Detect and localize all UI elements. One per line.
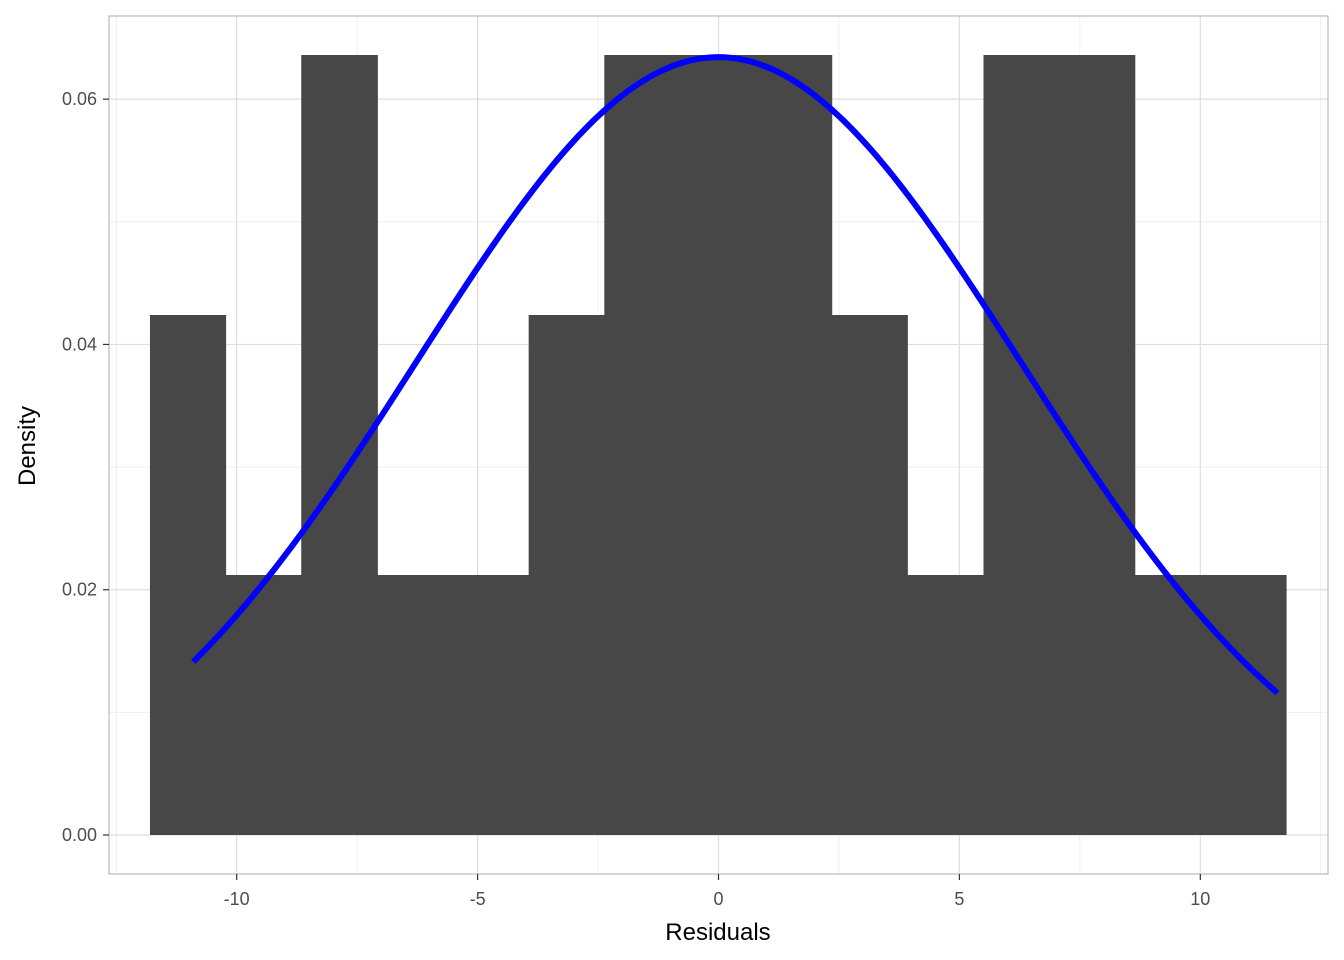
x-tick-label: 10 — [1190, 889, 1210, 909]
x-tick-label: 0 — [713, 889, 723, 909]
histogram-bar — [983, 55, 1060, 835]
histogram-bar — [756, 55, 833, 835]
histogram-bar — [1059, 55, 1136, 835]
histogram-bar — [1210, 575, 1287, 835]
y-axis-title: Density — [14, 406, 41, 486]
histogram-bar — [604, 55, 681, 835]
x-axis-title: Residuals — [665, 919, 770, 946]
y-tick-label: 0.02 — [62, 580, 97, 600]
histogram-bar — [301, 55, 378, 835]
histogram-bar — [680, 55, 757, 835]
histogram-bar — [907, 575, 984, 835]
y-axis-ticks: 0.00 0.02 0.04 0.06 — [62, 89, 109, 845]
normal-density-curve — [191, 54, 1280, 696]
histogram-bar — [225, 575, 302, 835]
y-tick-label: 0.00 — [62, 825, 97, 845]
y-tick-label: 0.04 — [62, 334, 97, 354]
x-tick-label: -5 — [470, 889, 486, 909]
histogram-bar — [377, 575, 454, 835]
histogram-bar — [528, 315, 605, 835]
x-tick-label: 5 — [954, 889, 964, 909]
histogram-bar — [149, 315, 227, 835]
histogram-bar — [453, 575, 530, 835]
x-tick-label: -10 — [224, 889, 250, 909]
histogram-bar — [831, 315, 908, 835]
histogram-bar — [1134, 575, 1211, 835]
histogram-bars — [149, 55, 1287, 835]
x-axis-ticks: -10 -5 0 5 10 — [224, 874, 1210, 909]
y-tick-label: 0.06 — [62, 89, 97, 109]
